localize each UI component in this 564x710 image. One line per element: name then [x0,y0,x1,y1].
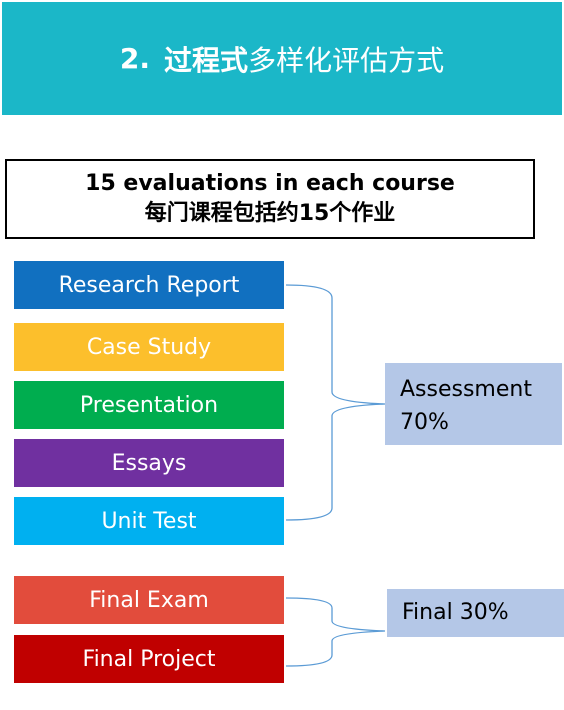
section-number: 2. [119,42,151,75]
section-title-bold: 过程式 [164,43,249,77]
final-brace [285,597,386,667]
evaluation-summary-box: 15 evaluations in each course 每门课程包括约15个… [5,159,535,239]
summary-line-chinese: 每门课程包括约15个作业 [144,201,396,226]
assessment-label: Assessment [400,377,532,402]
item-research-report: Research Report [14,261,284,309]
final-label: Final 30% [402,600,509,625]
assessment-percent: 70% [400,410,449,435]
item-final-exam: Final Exam [14,576,284,624]
item-unit-test: Unit Test [14,497,284,545]
final-result-box: Final 30% [387,589,564,637]
item-final-project: Final Project [14,635,284,683]
item-presentation: Presentation [14,381,284,429]
summary-line-english: 15 evaluations in each course [85,171,455,196]
item-case-study: Case Study [14,323,284,371]
section-title: 2. 过程式 多样化评估方式 [2,2,562,115]
section-header: 2. 过程式 多样化评估方式 [2,2,562,115]
assessment-brace [285,284,386,521]
assessment-result-box: Assessment 70% [385,363,562,445]
section-title-rest: 多样化评估方式 [248,43,445,77]
item-essays: Essays [14,439,284,487]
